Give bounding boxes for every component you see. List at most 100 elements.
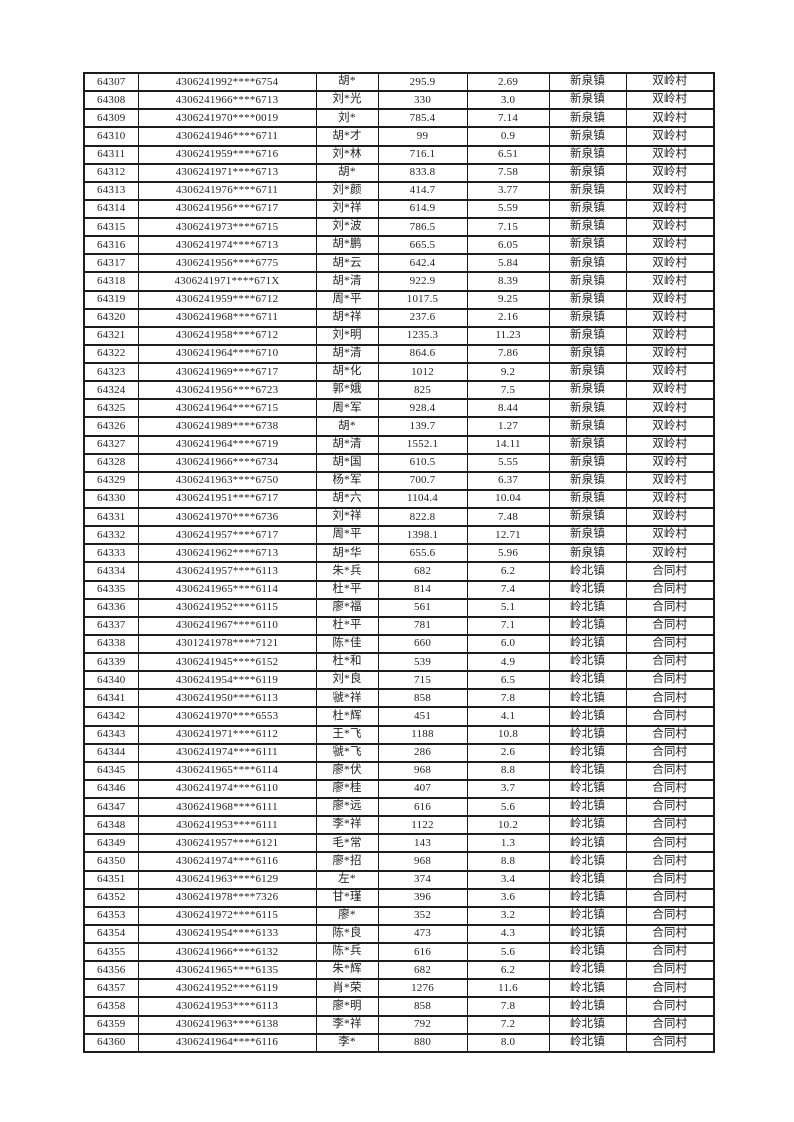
- village-cell: 合同村: [625, 833, 715, 854]
- village-cell: 双岭村: [625, 488, 715, 510]
- village-cell: 双岭村: [625, 235, 715, 256]
- id-number-cell: 4306241965****6135: [137, 960, 317, 981]
- village-cell: 合同村: [625, 796, 715, 818]
- village-cell: 双岭村: [625, 470, 715, 491]
- table-row: 64307 4306241992****6754 胡* 295.9 2.69 新泉镇 双岭村: [83, 71, 715, 93]
- id-number-cell: 4306241969****6717: [137, 361, 317, 383]
- village-cell: 合同村: [625, 778, 715, 800]
- seq-cell: 64309: [83, 108, 139, 129]
- seq-cell: 64330: [83, 488, 139, 510]
- town-cell: 新泉镇: [548, 198, 627, 220]
- amount-cell: 286: [377, 742, 468, 763]
- name-cell: 虢*祥: [315, 688, 379, 709]
- name-cell: 胡*华: [315, 543, 379, 564]
- rate-cell: 10.8: [466, 724, 550, 745]
- village-cell: 合同村: [625, 615, 715, 636]
- town-cell: 岭北镇: [548, 561, 627, 582]
- rate-cell: 6.5: [466, 670, 550, 691]
- seq-cell: 64323: [83, 361, 139, 383]
- town-cell: 新泉镇: [548, 108, 627, 129]
- id-number-cell: 4306241953****6111: [137, 815, 317, 836]
- seq-cell: 64316: [83, 235, 139, 256]
- amount-cell: 880: [377, 1032, 468, 1054]
- village-cell: 合同村: [625, 869, 715, 890]
- rate-cell: 9.2: [466, 361, 550, 383]
- amount-cell: 1276: [377, 978, 468, 999]
- name-cell: 刘*波: [315, 216, 379, 238]
- table-row: 64343 4306241971****6112 王*飞 1188 10.8 岭北镇 合同村: [83, 724, 715, 745]
- rate-cell: 12.71: [466, 525, 550, 546]
- amount-cell: 825: [377, 380, 468, 401]
- amount-cell: 143: [377, 833, 468, 854]
- village-cell: 合同村: [625, 1014, 715, 1035]
- town-cell: 新泉镇: [548, 343, 627, 365]
- seq-cell: 64325: [83, 398, 139, 419]
- town-cell: 岭北镇: [548, 579, 627, 600]
- seq-cell: 64344: [83, 742, 139, 763]
- seq-cell: 64339: [83, 651, 139, 673]
- table-row: 64308 4306241966****6713 刘*光 330 3.0 新泉镇 双岭村: [83, 90, 715, 111]
- name-cell: 周*军: [315, 398, 379, 419]
- town-cell: 岭北镇: [548, 615, 627, 636]
- rate-cell: 3.77: [466, 180, 550, 201]
- town-cell: 岭北镇: [548, 1014, 627, 1035]
- amount-cell: 1552.1: [377, 434, 468, 455]
- rate-cell: 7.14: [466, 108, 550, 129]
- seq-cell: 64346: [83, 778, 139, 800]
- village-cell: 合同村: [625, 905, 715, 926]
- amount-cell: 561: [377, 597, 468, 618]
- rate-cell: 9.25: [466, 289, 550, 310]
- rate-cell: 6.0: [466, 633, 550, 655]
- rate-cell: 1.27: [466, 416, 550, 437]
- village-cell: 合同村: [625, 597, 715, 618]
- id-number-cell: 4306241970****6736: [137, 506, 317, 528]
- town-cell: 新泉镇: [548, 180, 627, 201]
- name-cell: 周*平: [315, 525, 379, 546]
- rate-cell: 7.48: [466, 506, 550, 528]
- seq-cell: 64319: [83, 289, 139, 310]
- amount-cell: 237.6: [377, 307, 468, 328]
- table-row: 64353 4306241972****6115 廖* 352 3.2 岭北镇 合同村: [83, 905, 715, 926]
- village-cell: 双岭村: [625, 380, 715, 401]
- name-cell: 胡*化: [315, 361, 379, 383]
- town-cell: 新泉镇: [548, 90, 627, 111]
- id-number-cell: 4306241950****6113: [137, 688, 317, 709]
- amount-cell: 295.9: [377, 71, 468, 93]
- id-number-cell: 4306241966****6713: [137, 90, 317, 111]
- seq-cell: 64313: [83, 180, 139, 201]
- village-cell: 双岭村: [625, 343, 715, 365]
- rate-cell: 4.1: [466, 706, 550, 727]
- amount-cell: 700.7: [377, 470, 468, 491]
- village-cell: 合同村: [625, 561, 715, 582]
- amount-cell: 682: [377, 960, 468, 981]
- seq-cell: 64332: [83, 525, 139, 546]
- seq-cell: 64336: [83, 597, 139, 618]
- town-cell: 岭北镇: [548, 633, 627, 655]
- id-number-cell: 4306241957****6121: [137, 833, 317, 854]
- id-number-cell: 4306241959****6712: [137, 289, 317, 310]
- town-cell: 新泉镇: [548, 525, 627, 546]
- town-cell: 岭北镇: [548, 796, 627, 818]
- rate-cell: 5.6: [466, 941, 550, 963]
- records-table: 64307 4306241992****6754 胡* 295.9 2.69 新泉镇 双岭村…: [83, 71, 715, 1054]
- table-row: 64344 4306241974****6111 虢*飞 286 2.6 岭北镇 合同村: [83, 742, 715, 763]
- records-tbody: 64307 4306241992****6754 胡* 295.9 2.69 新泉镇 双岭村…: [83, 71, 715, 1054]
- table-row: 64350 4306241974****6116 廖*招 968 8.8 岭北镇 合同村: [83, 851, 715, 872]
- id-number-cell: 4306241951****6717: [137, 488, 317, 510]
- village-cell: 双岭村: [625, 144, 715, 165]
- seq-cell: 64341: [83, 688, 139, 709]
- town-cell: 新泉镇: [548, 144, 627, 165]
- name-cell: 刘*光: [315, 90, 379, 111]
- village-cell: 双岭村: [625, 289, 715, 310]
- rate-cell: 11.6: [466, 978, 550, 999]
- town-cell: 新泉镇: [548, 126, 627, 147]
- town-cell: 岭北镇: [548, 1032, 627, 1054]
- village-cell: 合同村: [625, 688, 715, 709]
- table-row: 64316 4306241974****6713 胡*鹏 665.5 6.05 新泉镇 双岭…: [83, 235, 715, 256]
- table-row: 64337 4306241967****6110 杜*平 781 7.1 岭北镇 合同村: [83, 615, 715, 636]
- seq-cell: 64334: [83, 561, 139, 582]
- town-cell: 岭北镇: [548, 923, 627, 945]
- village-cell: 双岭村: [625, 416, 715, 437]
- id-number-cell: 4306241968****6111: [137, 796, 317, 818]
- town-cell: 岭北镇: [548, 887, 627, 908]
